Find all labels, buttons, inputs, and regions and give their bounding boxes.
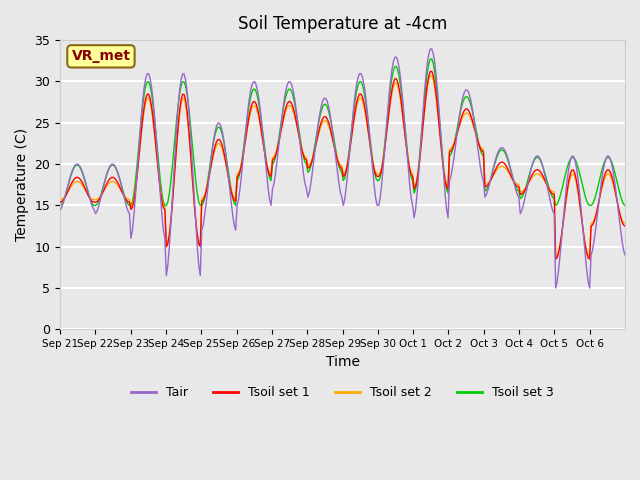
Text: VR_met: VR_met: [72, 49, 131, 63]
Legend: Tair, Tsoil set 1, Tsoil set 2, Tsoil set 3: Tair, Tsoil set 1, Tsoil set 2, Tsoil se…: [127, 381, 559, 404]
Y-axis label: Temperature (C): Temperature (C): [15, 128, 29, 241]
Title: Soil Temperature at -4cm: Soil Temperature at -4cm: [238, 15, 447, 33]
X-axis label: Time: Time: [326, 355, 360, 369]
